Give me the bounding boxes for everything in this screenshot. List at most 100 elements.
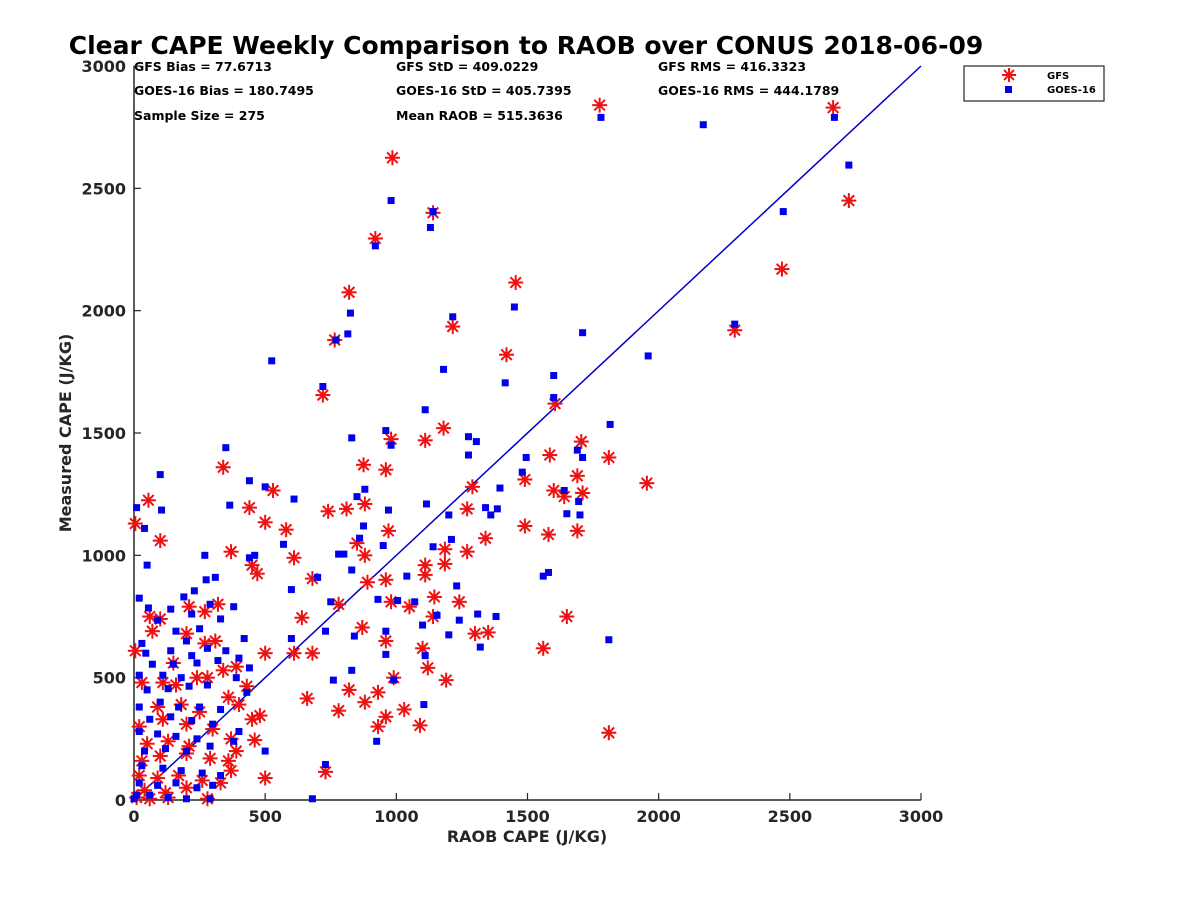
legend-box [963,65,1105,102]
goes16-point [201,551,209,559]
legend-label-goes16: GOES-16 [1047,85,1096,96]
goes16-point [245,554,253,562]
x-tick-label: 1000 [374,807,419,826]
gfs-point [420,660,436,676]
goes16-point [382,427,390,435]
legend-goes16-square-icon [1005,86,1012,93]
goes16-point [172,779,180,787]
gfs-point [168,677,184,693]
gfs-point [299,690,315,706]
gfs-point [357,694,373,710]
goes16-point [177,674,185,682]
goes16-point [348,434,356,442]
goes16-point [350,632,358,640]
goes16-point [374,595,382,603]
gfs-point [320,503,336,519]
goes16-point [440,365,448,373]
gfs-point [417,557,433,573]
goes16-point [522,453,530,461]
goes16-point [188,652,196,660]
goes16-point [390,676,398,684]
gfs-point [244,557,260,573]
y-axis-label: Measured CAPE (J/KG) [56,334,75,533]
gfs-point [357,547,373,563]
goes16-point [449,313,457,321]
gfs-point [378,462,394,478]
goes16-point [361,485,369,493]
goes16-point [182,747,190,755]
goes16-point [644,352,652,360]
goes16-point [353,493,361,501]
goes16-point [209,781,217,789]
legend: GFS GOES-16 [963,65,1105,102]
gfs-point [139,736,155,752]
x-tick-label: 1500 [505,807,550,826]
goes16-point [164,794,172,802]
goes16-point [235,727,243,735]
goes16-point [539,572,547,580]
goes16-point [154,781,162,789]
gfs-point [508,275,524,291]
goes16-point [308,795,316,803]
goes16-point [371,242,379,250]
gfs-point [223,763,239,779]
goes16-point [167,713,175,721]
gfs-point [257,514,273,530]
goes16-point [455,616,463,624]
goes16-point [196,703,204,711]
goes16-point [360,522,368,530]
gfs-point [241,500,257,516]
goes16-point [135,779,143,787]
gfs-point [459,501,475,517]
goes16-point [190,587,198,595]
gfs-point [257,770,273,786]
goes16-point [420,701,428,709]
goes16-point [188,716,196,724]
goes16-point [356,534,364,542]
goes16-point [164,685,172,693]
y-ticks: 0 500 1000 1500 2000 2500 3000 [81,57,141,810]
goes16-point [476,643,484,651]
goes16-point [193,659,201,667]
gfs-point [445,319,461,335]
stat-gfs-std: GFS StD = 409.0229 [396,59,538,74]
goes16-series [130,113,853,803]
stats-panel: GFS Bias = 77.6713 GFS StD = 409.0229 GF… [134,59,839,123]
goes16-point [373,737,381,745]
gfs-point [354,620,370,636]
gfs-point [517,518,533,534]
goes16-point [472,438,480,446]
gfs-point [341,682,357,698]
goes16-point [143,686,151,694]
gfs-point [223,544,239,560]
gfs-point [573,434,589,450]
goes16-point [146,715,154,723]
goes16-point [319,383,327,391]
stat-sample-size: Sample Size = 275 [134,108,265,123]
goes16-point [217,705,225,713]
x-tick-label: 2000 [636,807,681,826]
goes16-point [261,483,269,491]
goes16-point [699,121,707,129]
goes16-point [496,484,504,492]
goes16-point [211,573,219,581]
goes16-point [161,745,169,753]
goes16-point [550,394,558,402]
goes16-point [172,627,180,635]
goes16-point [185,682,193,690]
goes16-point [464,451,472,459]
goes16-point [421,406,429,414]
gfs-point [127,643,143,659]
goes16-point [426,223,434,231]
goes16-point [154,616,162,624]
gfs-point [378,633,394,649]
goes16-point [206,742,214,750]
legend-label-gfs: GFS [1047,71,1069,82]
goes16-point [245,477,253,485]
gfs-point [378,572,394,588]
gfs-point [535,640,551,656]
y-tick-label: 1000 [81,546,126,565]
goes16-point [180,593,188,601]
goes16-point [429,208,437,216]
goes16-point [322,761,330,769]
